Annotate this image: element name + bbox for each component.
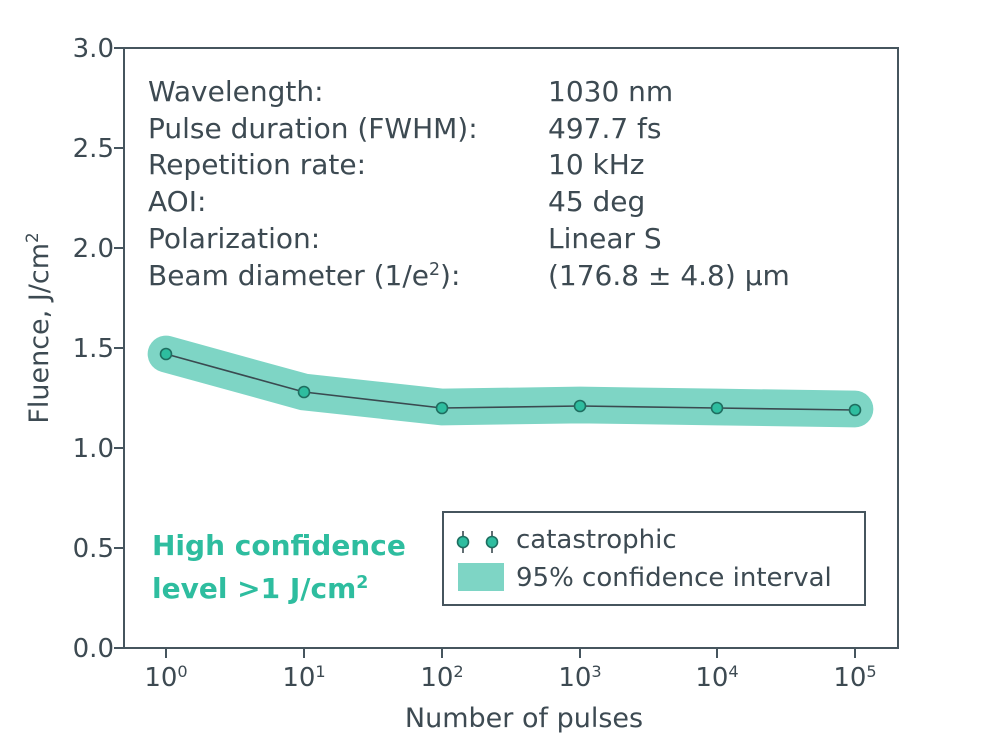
legend-label-confidence: 95% confidence interval [516,563,832,593]
x-tick-base-2: 10 [420,663,453,693]
x-tick-exp-2: 2 [453,662,463,681]
info-label-3: AOI: [148,185,206,218]
info-value-4: Linear S [548,222,662,255]
confidence-band [147,335,874,428]
y-tick-label-1: 0.5 [73,534,114,564]
x-tick-exp-3: 3 [591,662,601,681]
info-label-4-main: Polarization: [148,222,320,255]
text-layer: Wavelength: 1030 nm Pulse duration (FWHM):… [148,75,790,605]
annotation-line-2-sup: 2 [356,573,368,593]
info-label-5-main: Beam diameter (1/e [148,259,429,292]
x-tick-base-3: 10 [558,663,591,693]
x-tick-exp-1: 1 [315,662,325,681]
info-label-0: Wavelength: [148,75,324,108]
info-label-2-main: Repetition rate: [148,148,366,181]
y-tick-label-6: 3.0 [73,34,114,64]
info-label-1-main: Pulse duration (FWHM): [148,112,478,145]
info-label-1: Pulse duration (FWHM): [148,112,478,145]
info-label-3-main: AOI: [148,185,206,218]
annotation-line-2: level >1 J/cm2 [152,572,368,605]
x-tick-base-5: 10 [833,663,866,693]
y-tick-label-0: 0.0 [73,634,114,664]
data-point-0 [159,347,173,361]
legend-marker-0 [456,535,470,549]
annotation-line-1: High confidence [152,529,406,562]
data-point-5 [848,403,862,417]
info-label-4: Polarization: [148,222,320,255]
info-value-3: 45 deg [548,185,645,218]
y-axis-title: Fluence, J/cm2 [22,232,55,423]
x-tick-label-4: 104 [695,662,738,694]
x-tick-base-1: 10 [282,663,315,693]
annotation-line-2-main: level >1 J/cm [152,572,356,605]
data-point-2 [435,401,449,415]
y-tick-label-3: 1.5 [73,334,114,364]
x-tick-label-0: 100 [144,662,187,694]
y-axis-title-group: Fluence, J/cm2 [22,232,55,423]
info-value-2: 10 kHz [548,148,645,181]
series-line-catastrophic [165,353,856,411]
legend-label-catastrophic: catastrophic [516,525,677,555]
info-value-1: 497.7 fs [548,112,662,145]
x-tick-label-2: 102 [420,662,463,694]
info-label-0-main: Wavelength: [148,75,324,108]
x-tick-exp-0: 0 [177,662,187,681]
data-point-1 [297,385,311,399]
y-axis-title-sup: 2 [22,232,42,243]
x-tick-label-5: 105 [833,662,876,694]
y-tick-label-4: 2.0 [73,234,114,264]
x-tick-label-1: 101 [282,662,325,694]
legend-band-swatch [458,563,504,591]
info-label-2: Repetition rate: [148,148,366,181]
x-tick-base-0: 10 [144,663,177,693]
data-point-4 [710,401,724,415]
plot-layer [147,335,874,428]
data-point-3 [573,399,587,413]
legend-box [442,511,866,606]
x-tick-label-3: 103 [558,662,601,694]
y-tick-label-2: 1.0 [73,434,114,464]
y-tick-label-5: 2.5 [73,134,114,164]
legend: catastrophic 95% confidence interval [442,511,866,606]
info-label-5: Beam diameter (1/e2): [148,259,460,292]
legend-marker-1 [485,535,499,549]
info-label-5-sup: 2 [429,260,440,280]
info-value-5: (176.8 ± 4.8) µm [548,259,790,292]
info-value-0: 1030 nm [548,75,673,108]
info-label-5-after: ): [440,259,460,292]
x-tick-base-4: 10 [695,663,728,693]
y-axis-title-main: Fluence, J/cm [24,243,55,424]
x-tick-exp-5: 5 [866,662,876,681]
x-axis-title: Number of pulses [405,703,643,734]
x-tick-exp-4: 4 [728,662,738,681]
